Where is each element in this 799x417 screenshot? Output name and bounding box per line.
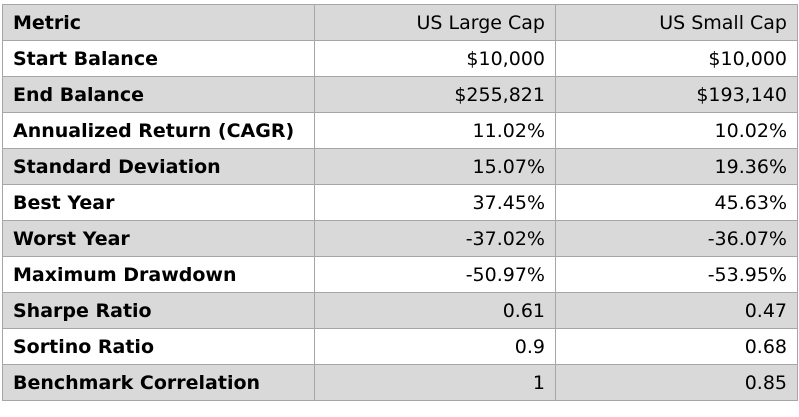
us-small-cap-value: 0.68 [555, 328, 798, 365]
table-row-sharpe-ratio: Sharpe Ratio 0.61 0.47 [2, 292, 798, 329]
header-us-small-cap: US Small Cap [555, 4, 798, 41]
metric-label: Start Balance [2, 40, 315, 77]
metrics-table-container: Metric US Large Cap US Small Cap Start B… [2, 4, 798, 401]
header-us-large-cap: US Large Cap [314, 4, 556, 41]
us-small-cap-value: 10.02% [555, 112, 798, 149]
table-row-cagr: Annualized Return (CAGR) 11.02% 10.02% [2, 112, 798, 149]
metric-label: Best Year [2, 184, 315, 221]
table-row-best-year: Best Year 37.45% 45.63% [2, 184, 798, 221]
metric-label: Annualized Return (CAGR) [2, 112, 315, 149]
us-large-cap-value: 1 [314, 364, 556, 401]
metric-label: Sharpe Ratio [2, 292, 315, 329]
table-row-start-balance: Start Balance $10,000 $10,000 [2, 40, 798, 77]
metric-label: End Balance [2, 76, 315, 113]
us-small-cap-value: -36.07% [555, 220, 798, 257]
table-row-standard-deviation: Standard Deviation 15.07% 19.36% [2, 148, 798, 185]
metric-label: Maximum Drawdown [2, 256, 315, 293]
us-large-cap-value: -37.02% [314, 220, 556, 257]
us-large-cap-value: 37.45% [314, 184, 556, 221]
us-small-cap-value: 19.36% [555, 148, 798, 185]
metrics-table: Metric US Large Cap US Small Cap Start B… [2, 4, 798, 401]
us-large-cap-value: $10,000 [314, 40, 556, 77]
us-small-cap-value: $10,000 [555, 40, 798, 77]
us-large-cap-value: 0.9 [314, 328, 556, 365]
us-large-cap-value: 0.61 [314, 292, 556, 329]
us-small-cap-value: 45.63% [555, 184, 798, 221]
us-large-cap-value: 15.07% [314, 148, 556, 185]
us-small-cap-value: $193,140 [555, 76, 798, 113]
table-row-maximum-drawdown: Maximum Drawdown -50.97% -53.95% [2, 256, 798, 293]
metric-label: Sortino Ratio [2, 328, 315, 365]
header-metric: Metric [2, 4, 315, 41]
us-small-cap-value: -53.95% [555, 256, 798, 293]
us-small-cap-value: 0.47 [555, 292, 798, 329]
us-large-cap-value: $255,821 [314, 76, 556, 113]
table-row-end-balance: End Balance $255,821 $193,140 [2, 76, 798, 113]
us-large-cap-value: 11.02% [314, 112, 556, 149]
metric-label: Benchmark Correlation [2, 364, 315, 401]
table-row-sortino-ratio: Sortino Ratio 0.9 0.68 [2, 328, 798, 365]
table-header-row: Metric US Large Cap US Small Cap [2, 4, 798, 41]
metric-label: Worst Year [2, 220, 315, 257]
us-small-cap-value: 0.85 [555, 364, 798, 401]
table-row-benchmark-correlation: Benchmark Correlation 1 0.85 [2, 364, 798, 401]
us-large-cap-value: -50.97% [314, 256, 556, 293]
metric-label: Standard Deviation [2, 148, 315, 185]
table-row-worst-year: Worst Year -37.02% -36.07% [2, 220, 798, 257]
